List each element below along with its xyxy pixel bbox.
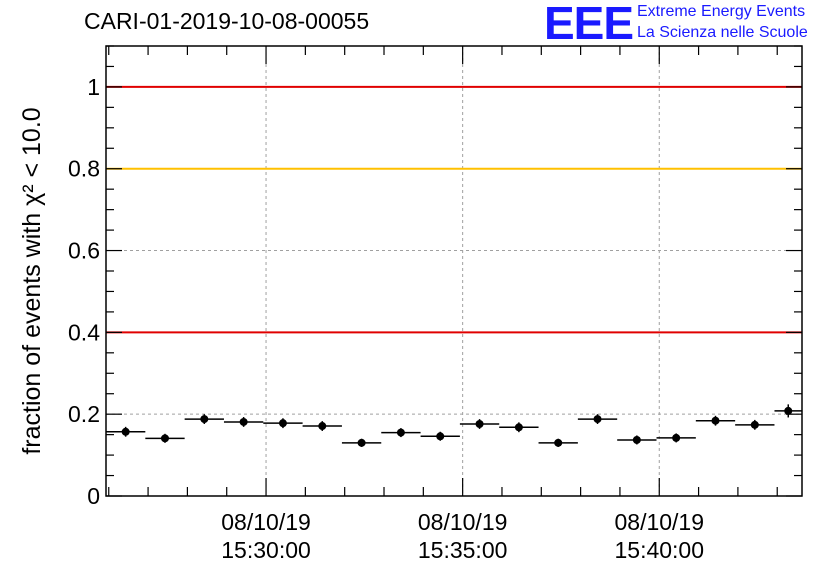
data-point <box>475 420 484 428</box>
x-tick-time: 15:40:00 <box>614 537 704 563</box>
eee-logo: EEE Extreme Energy Events La Scienza nel… <box>544 0 808 49</box>
y-tick-label: 0.8 <box>68 156 100 182</box>
data-point <box>436 432 445 441</box>
x-tick-date: 08/10/19 <box>418 509 508 535</box>
data-point <box>357 438 366 447</box>
y-tick-label: 0.6 <box>68 238 100 264</box>
data-point <box>784 406 793 415</box>
x-tick-time: 15:30:00 <box>221 537 311 563</box>
y-tick-label: 0 <box>87 483 100 509</box>
y-tick-label: 0.2 <box>68 401 100 427</box>
data-point <box>278 419 287 428</box>
x-tick-date: 08/10/19 <box>221 509 311 535</box>
data-point <box>750 420 759 429</box>
data-point <box>318 422 327 431</box>
data-point <box>711 416 720 425</box>
logo-line-1: Extreme Energy Events <box>637 3 806 20</box>
data-point <box>200 415 209 424</box>
data-point <box>396 428 405 437</box>
plot-frame <box>105 45 803 497</box>
data-point <box>514 423 523 432</box>
data-point <box>672 433 681 442</box>
y-tick-label: 1 <box>87 74 100 100</box>
data-point <box>239 417 248 426</box>
x-tick-time: 15:35:00 <box>418 537 508 563</box>
logo-mark: EEE <box>544 0 634 49</box>
y-tick-label: 0.4 <box>68 319 100 345</box>
y-axis-label: fraction of events with χ² < 10.0 <box>18 107 46 454</box>
x-tick-date: 08/10/19 <box>614 509 704 535</box>
data-point <box>121 427 130 436</box>
data-point <box>554 438 563 447</box>
data-point <box>160 434 169 443</box>
data-point <box>593 415 602 424</box>
data-point <box>632 435 641 444</box>
logo-line-2: La Scienza nelle Scuole <box>637 24 808 41</box>
chart-title: CARI-01-2019-10-08-00055 <box>84 8 370 34</box>
